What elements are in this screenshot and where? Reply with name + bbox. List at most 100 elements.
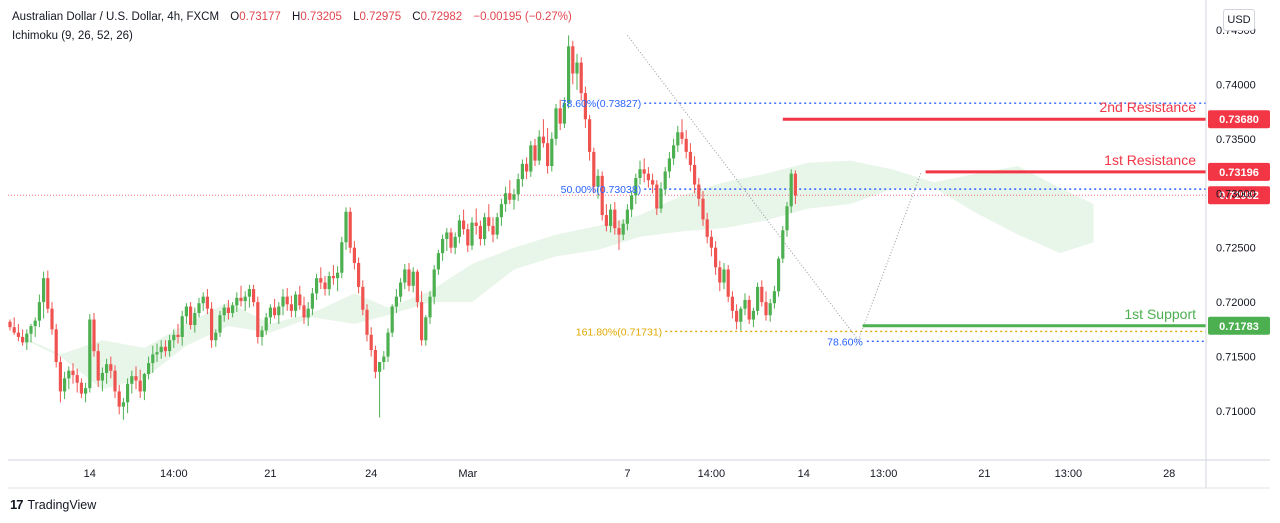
candle-body bbox=[357, 262, 361, 287]
candle-body bbox=[420, 302, 424, 341]
candle-body bbox=[176, 334, 180, 337]
candle-body bbox=[273, 307, 277, 316]
candle-body bbox=[210, 308, 214, 341]
cloud-segment bbox=[472, 247, 514, 303]
x-tick-label: 14:00 bbox=[698, 468, 726, 480]
change-value: −0.00195 (−0.27%) bbox=[473, 11, 572, 23]
candle-body bbox=[92, 319, 96, 352]
y-tick-label: 0.74000 bbox=[1216, 79, 1256, 91]
annotation-labels: 78.60%(0.73827) 50.00%(0.73038) 161.80%(0.… bbox=[561, 98, 1270, 348]
candle-body bbox=[197, 303, 201, 314]
candle-body bbox=[483, 217, 487, 239]
y-tick-label: 0.71000 bbox=[1216, 406, 1256, 418]
candle-body bbox=[516, 179, 520, 195]
y-tick-label: 0.72000 bbox=[1216, 297, 1256, 309]
candle-body bbox=[231, 305, 235, 314]
candle-body bbox=[180, 316, 184, 337]
fib-level-label: 78.60% bbox=[827, 336, 863, 348]
currency-button[interactable]: USD bbox=[1223, 9, 1255, 31]
candle-body bbox=[625, 209, 629, 224]
cloud-segment bbox=[766, 162, 808, 221]
candle-body bbox=[504, 193, 508, 205]
candle-body bbox=[562, 102, 566, 124]
candle-body bbox=[684, 138, 688, 152]
candle-body bbox=[298, 294, 302, 306]
candle-body bbox=[147, 363, 151, 374]
candle-body bbox=[537, 136, 541, 161]
symbol-title[interactable]: Australian Dollar / U.S. Dollar, 4h, FXC… bbox=[12, 11, 220, 23]
candle-body bbox=[630, 195, 634, 210]
candle-body bbox=[617, 228, 621, 235]
candle-body bbox=[386, 332, 390, 357]
candle-body bbox=[21, 336, 25, 343]
candle-body bbox=[352, 247, 356, 263]
candle-body bbox=[327, 276, 331, 290]
candle-body bbox=[369, 334, 373, 351]
cloud-segment bbox=[388, 291, 430, 316]
candle-body bbox=[25, 333, 29, 343]
candle-body bbox=[113, 370, 117, 392]
x-tick-label: 14 bbox=[798, 468, 810, 480]
candle-body bbox=[218, 315, 222, 333]
candle-body bbox=[63, 378, 67, 392]
candle-body bbox=[58, 362, 62, 392]
candle-body bbox=[205, 296, 209, 309]
candle-body bbox=[781, 230, 785, 259]
close-label: C bbox=[412, 11, 421, 23]
candle-body bbox=[588, 119, 592, 152]
candle-body bbox=[491, 225, 495, 235]
level-label: 1st Support bbox=[1124, 306, 1196, 322]
current-price-text: 0.72982 bbox=[1219, 190, 1259, 202]
candle-body bbox=[323, 282, 327, 290]
candle-body bbox=[310, 293, 314, 309]
x-tick-label: 13:00 bbox=[870, 468, 898, 480]
candle-body bbox=[382, 356, 386, 363]
cloud-segment bbox=[430, 264, 472, 303]
candle-body bbox=[726, 269, 730, 297]
candle-body bbox=[747, 299, 751, 320]
fib-level-label: 161.80%(0.71731) bbox=[576, 326, 662, 338]
candle-body bbox=[46, 278, 50, 309]
candle-body bbox=[252, 289, 256, 303]
candle-body bbox=[714, 247, 718, 268]
candle-body bbox=[428, 296, 432, 318]
candle-body bbox=[243, 296, 247, 302]
candle-body bbox=[579, 62, 583, 94]
candle-body bbox=[693, 164, 697, 185]
cloud-segment bbox=[850, 160, 892, 205]
candle-body bbox=[50, 308, 54, 330]
candle-body bbox=[525, 163, 529, 172]
candle-body bbox=[42, 278, 46, 303]
candle-body bbox=[315, 278, 319, 294]
x-tick-label: 7 bbox=[624, 468, 630, 480]
candle-body bbox=[302, 305, 306, 318]
candle-body bbox=[168, 340, 172, 352]
candle-body bbox=[735, 310, 739, 322]
candle-body bbox=[151, 354, 155, 364]
candle-body bbox=[193, 313, 197, 325]
level-label: 1st Resistance bbox=[1104, 152, 1196, 168]
cloud-segment bbox=[640, 195, 682, 237]
candle-body bbox=[189, 306, 193, 325]
indicator-legend[interactable]: Ichimoku (9, 26, 52, 26) bbox=[12, 30, 133, 42]
candle-body bbox=[575, 62, 579, 74]
candle-body bbox=[478, 225, 482, 239]
tradingview-logo-icon: 17 bbox=[10, 497, 24, 512]
y-tick-label: 0.73500 bbox=[1216, 134, 1256, 146]
y-tick-label: 0.71500 bbox=[1216, 352, 1256, 364]
price-tag-text: 0.71783 bbox=[1219, 321, 1259, 333]
candle-body bbox=[571, 46, 575, 74]
tradingview-brand[interactable]: 17 TradingView bbox=[10, 497, 96, 512]
candle-body bbox=[558, 108, 562, 124]
candle-body bbox=[399, 282, 403, 297]
candle-body bbox=[474, 222, 478, 226]
candle-body bbox=[117, 391, 121, 407]
cloud-segment bbox=[514, 234, 556, 270]
candle-body bbox=[331, 276, 335, 279]
candle-body bbox=[306, 308, 310, 318]
candle-body bbox=[709, 236, 713, 248]
cloud-segment bbox=[186, 302, 229, 346]
candle-body bbox=[201, 296, 205, 304]
candle-body bbox=[730, 296, 734, 311]
